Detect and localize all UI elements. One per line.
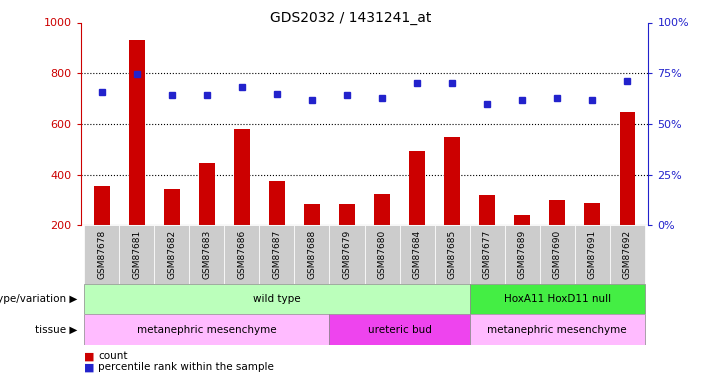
Bar	[129, 40, 144, 225]
Bar	[294, 225, 329, 284]
Text: GSM87681: GSM87681	[132, 230, 141, 279]
Text: GSM87678: GSM87678	[97, 230, 106, 279]
Text: genotype/variation ▶: genotype/variation ▶	[0, 294, 77, 304]
Text: HoxA11 HoxD11 null: HoxA11 HoxD11 null	[504, 294, 611, 304]
Bar	[409, 151, 425, 225]
Bar	[540, 225, 575, 284]
Text: wild type: wild type	[253, 294, 301, 304]
Bar	[620, 112, 635, 225]
Bar	[164, 189, 179, 225]
Text: ■: ■	[84, 363, 95, 372]
Bar	[154, 225, 189, 284]
Bar	[304, 204, 320, 225]
Text: ■: ■	[84, 351, 95, 361]
Bar	[199, 163, 215, 225]
Bar	[505, 225, 540, 284]
Bar	[329, 225, 365, 284]
Text: GSM87692: GSM87692	[623, 230, 632, 279]
Bar	[84, 225, 119, 284]
Text: GSM87685: GSM87685	[448, 230, 456, 279]
Text: GSM87683: GSM87683	[203, 230, 211, 279]
Text: GSM87689: GSM87689	[518, 230, 526, 279]
Bar	[400, 225, 435, 284]
Text: GSM87687: GSM87687	[273, 230, 281, 279]
Bar	[339, 204, 355, 225]
Bar	[374, 194, 390, 225]
Bar	[365, 225, 400, 284]
Bar	[444, 137, 460, 225]
Bar	[610, 225, 645, 284]
Bar	[234, 129, 250, 225]
Text: metanephric mesenchyme: metanephric mesenchyme	[487, 325, 627, 334]
Bar	[329, 314, 470, 345]
Bar	[259, 225, 294, 284]
Bar	[119, 225, 154, 284]
Text: GSM87680: GSM87680	[378, 230, 386, 279]
Bar	[470, 225, 505, 284]
Bar	[585, 202, 600, 225]
Text: metanephric mesenchyme: metanephric mesenchyme	[137, 325, 277, 334]
Bar	[470, 284, 645, 314]
Text: GSM87688: GSM87688	[308, 230, 316, 279]
Bar	[189, 225, 224, 284]
Bar	[84, 284, 470, 314]
Text: percentile rank within the sample: percentile rank within the sample	[98, 363, 274, 372]
Bar	[479, 195, 495, 225]
Bar	[84, 314, 329, 345]
Text: tissue ▶: tissue ▶	[35, 325, 77, 334]
Text: GSM87686: GSM87686	[238, 230, 246, 279]
Text: GSM87677: GSM87677	[483, 230, 491, 279]
Bar	[269, 181, 285, 225]
Bar	[575, 225, 610, 284]
Text: ureteric bud: ureteric bud	[367, 325, 432, 334]
Bar	[550, 200, 565, 225]
Text: GSM87690: GSM87690	[553, 230, 562, 279]
Text: count: count	[98, 351, 128, 361]
Bar	[224, 225, 259, 284]
Bar	[515, 215, 530, 225]
Bar	[94, 186, 109, 225]
Text: GSM87684: GSM87684	[413, 230, 421, 279]
Bar	[470, 314, 645, 345]
Bar	[435, 225, 470, 284]
Text: GSM87679: GSM87679	[343, 230, 351, 279]
Text: GSM87691: GSM87691	[588, 230, 597, 279]
Text: GSM87682: GSM87682	[168, 230, 176, 279]
Text: GDS2032 / 1431241_at: GDS2032 / 1431241_at	[270, 11, 431, 25]
